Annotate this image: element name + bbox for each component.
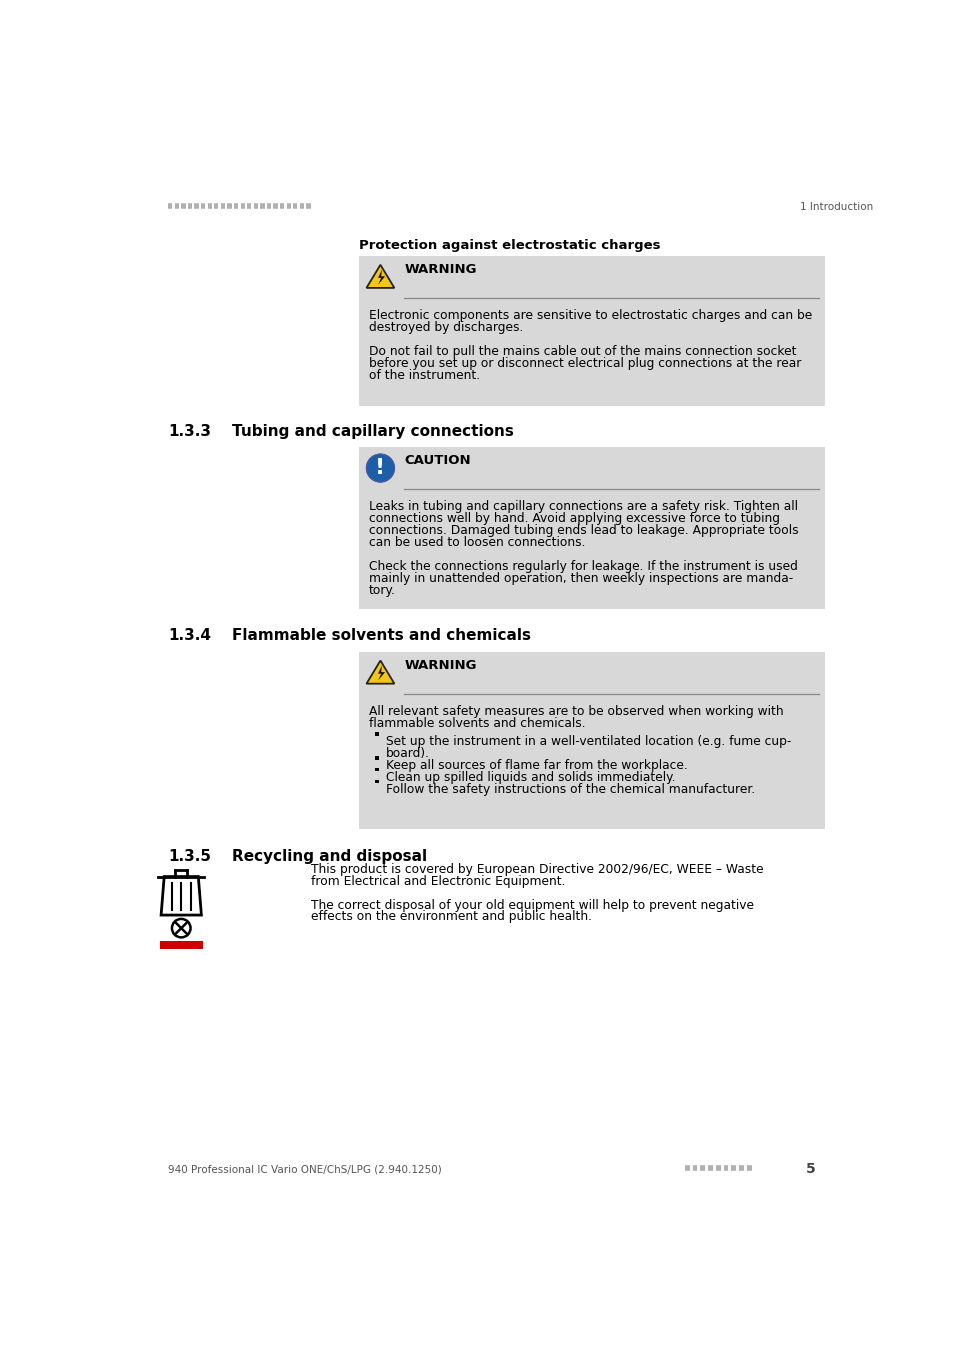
Text: Recycling and disposal: Recycling and disposal — [232, 849, 426, 864]
FancyBboxPatch shape — [375, 732, 378, 736]
Text: flammable solvents and chemicals.: flammable solvents and chemicals. — [369, 717, 585, 730]
Text: from Electrical and Electronic Equipment.: from Electrical and Electronic Equipment… — [311, 875, 565, 888]
Text: Clean up spilled liquids and solids immediately.: Clean up spilled liquids and solids imme… — [385, 771, 675, 784]
Text: 5: 5 — [805, 1162, 815, 1176]
Text: destroyed by discharges.: destroyed by discharges. — [369, 321, 522, 333]
Polygon shape — [366, 660, 394, 683]
Text: Protection against electrostatic charges: Protection against electrostatic charges — [359, 239, 660, 252]
Polygon shape — [366, 265, 394, 288]
Text: !: ! — [375, 458, 385, 478]
FancyBboxPatch shape — [359, 652, 824, 829]
Text: Leaks in tubing and capillary connections are a safety risk. Tighten all: Leaks in tubing and capillary connection… — [369, 500, 797, 513]
Text: effects on the environment and public health.: effects on the environment and public he… — [311, 910, 592, 923]
Text: Check the connections regularly for leakage. If the instrument is used: Check the connections regularly for leak… — [369, 560, 797, 572]
Polygon shape — [377, 666, 385, 680]
Text: This product is covered by European Directive 2002/96/EC, WEEE – Waste: This product is covered by European Dire… — [311, 863, 763, 876]
Text: WARNING: WARNING — [404, 659, 476, 672]
FancyBboxPatch shape — [375, 756, 378, 760]
Text: connections. Damaged tubing ends lead to leakage. Appropriate tools: connections. Damaged tubing ends lead to… — [369, 524, 798, 537]
FancyBboxPatch shape — [159, 941, 203, 949]
Text: CAUTION: CAUTION — [404, 454, 471, 467]
Text: Tubing and capillary connections: Tubing and capillary connections — [232, 424, 513, 439]
Text: 940 Professional IC Vario ONE/ChS/LPG (2.940.1250): 940 Professional IC Vario ONE/ChS/LPG (2… — [168, 1164, 441, 1174]
Text: The correct disposal of your old equipment will help to prevent negative: The correct disposal of your old equipme… — [311, 899, 754, 911]
Text: Follow the safety instructions of the chemical manufacturer.: Follow the safety instructions of the ch… — [385, 783, 755, 795]
Text: mainly in unattended operation, then weekly inspections are manda-: mainly in unattended operation, then wee… — [369, 571, 792, 585]
Text: All relevant safety measures are to be observed when working with: All relevant safety measures are to be o… — [369, 705, 782, 718]
Text: tory.: tory. — [369, 583, 395, 597]
Text: 1.3.3: 1.3.3 — [168, 424, 211, 439]
Text: Electronic components are sensitive to electrostatic charges and can be: Electronic components are sensitive to e… — [369, 309, 811, 323]
Text: before you set up or disconnect electrical plug connections at the rear: before you set up or disconnect electric… — [369, 356, 801, 370]
Text: WARNING: WARNING — [404, 263, 476, 275]
Polygon shape — [377, 270, 385, 285]
Text: 1 Introduction: 1 Introduction — [799, 201, 872, 212]
Text: Keep all sources of flame far from the workplace.: Keep all sources of flame far from the w… — [385, 759, 687, 772]
Text: board).: board). — [385, 747, 430, 760]
Text: connections well by hand. Avoid applying excessive force to tubing: connections well by hand. Avoid applying… — [369, 512, 779, 525]
Text: Flammable solvents and chemicals: Flammable solvents and chemicals — [232, 628, 530, 643]
FancyBboxPatch shape — [359, 447, 824, 609]
Text: of the instrument.: of the instrument. — [369, 369, 479, 382]
Text: 1.3.4: 1.3.4 — [168, 628, 211, 643]
Text: can be used to loosen connections.: can be used to loosen connections. — [369, 536, 585, 549]
FancyBboxPatch shape — [375, 779, 378, 783]
Circle shape — [366, 454, 394, 482]
Text: Do not fail to pull the mains cable out of the mains connection socket: Do not fail to pull the mains cable out … — [369, 344, 796, 358]
FancyBboxPatch shape — [375, 768, 378, 771]
Text: 1.3.5: 1.3.5 — [168, 849, 211, 864]
FancyBboxPatch shape — [359, 256, 824, 406]
Text: Set up the instrument in a well-ventilated location (e.g. fume cup-: Set up the instrument in a well-ventilat… — [385, 734, 790, 748]
